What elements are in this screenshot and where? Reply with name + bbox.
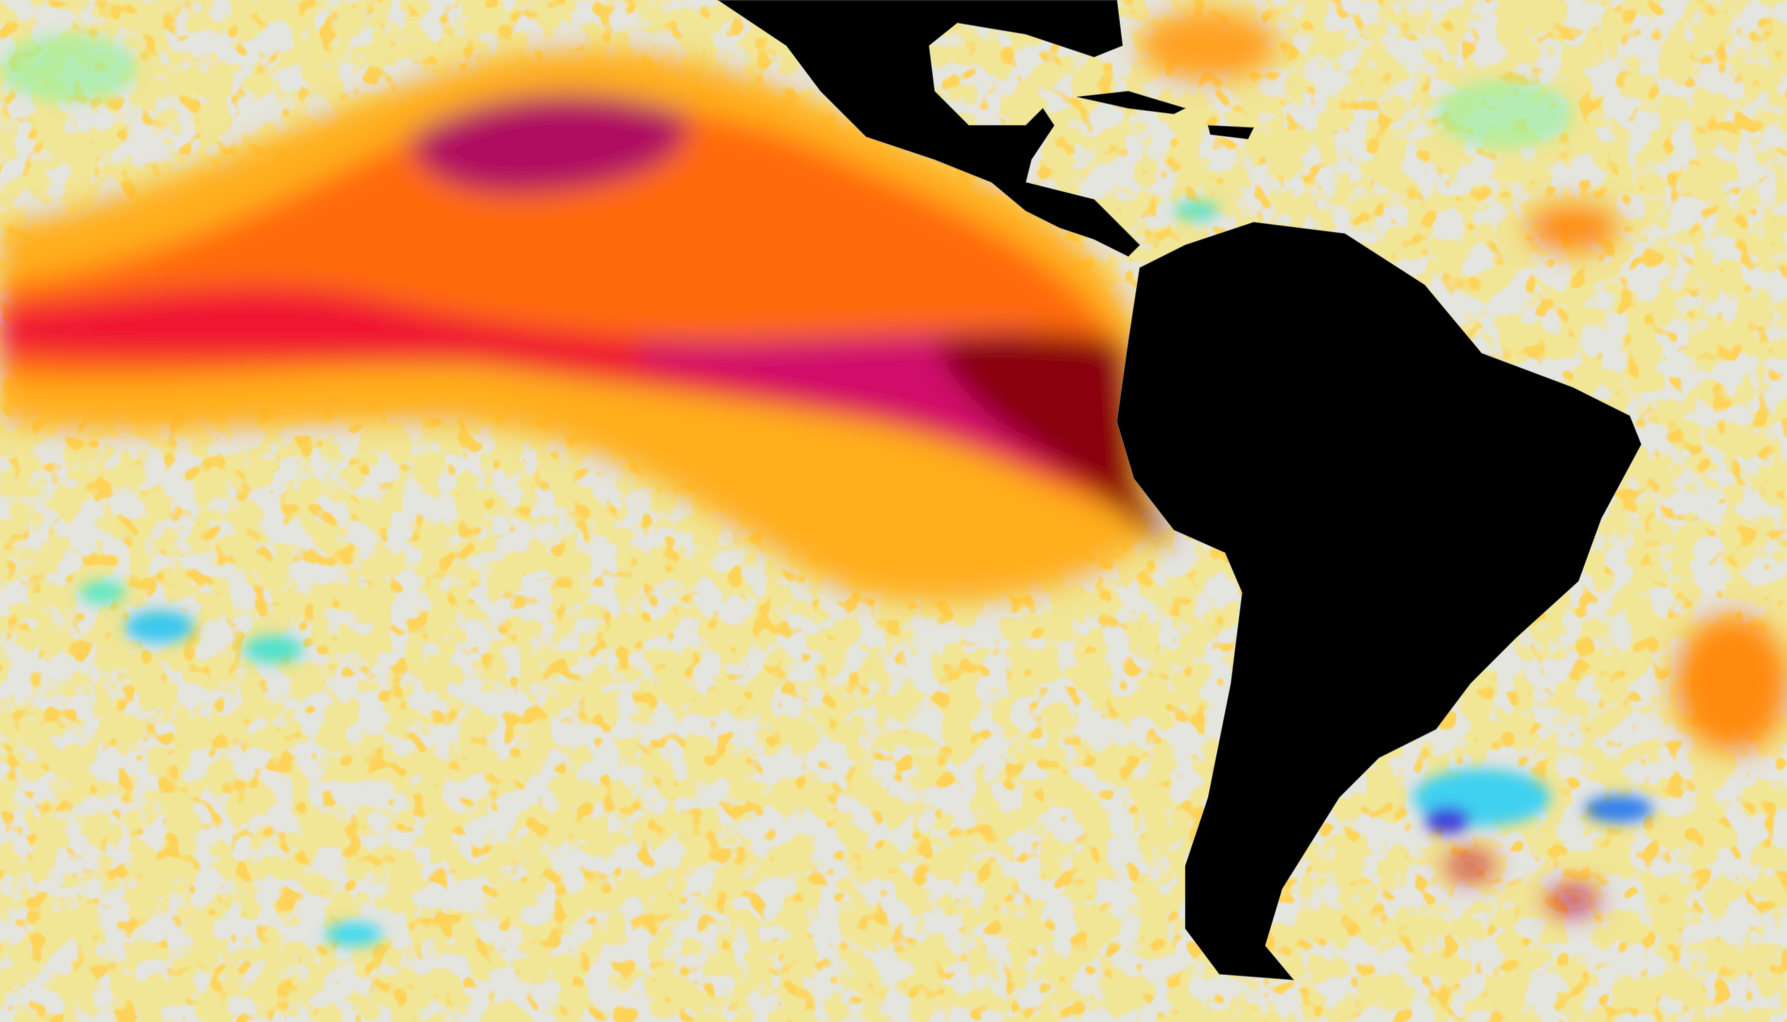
hispaniola <box>1207 124 1255 140</box>
warm-region <box>410 94 688 194</box>
cool-patch <box>243 635 304 664</box>
warm-anomalies <box>0 11 1787 912</box>
cool-patch <box>1435 79 1573 149</box>
cool-patch <box>0 34 137 103</box>
cool-patch <box>1584 795 1653 823</box>
south-america <box>1116 221 1642 981</box>
warm-region <box>1447 854 1493 878</box>
warm-region <box>1547 888 1598 912</box>
land <box>717 0 1642 981</box>
cool-patch <box>1424 806 1471 835</box>
warm-region <box>1527 205 1619 251</box>
cool-patch <box>79 581 126 604</box>
warm-region <box>934 333 1174 547</box>
warm-region <box>1675 615 1787 752</box>
cool-patch <box>324 922 382 946</box>
warm-region <box>0 286 1140 502</box>
warm-region <box>0 101 1140 513</box>
warm-region <box>1139 11 1277 80</box>
cuba <box>1076 90 1187 115</box>
cool-patch <box>1173 201 1220 220</box>
cool-anomalies <box>0 34 1653 946</box>
north-central-america <box>717 0 1141 257</box>
cool-patch <box>125 610 194 643</box>
